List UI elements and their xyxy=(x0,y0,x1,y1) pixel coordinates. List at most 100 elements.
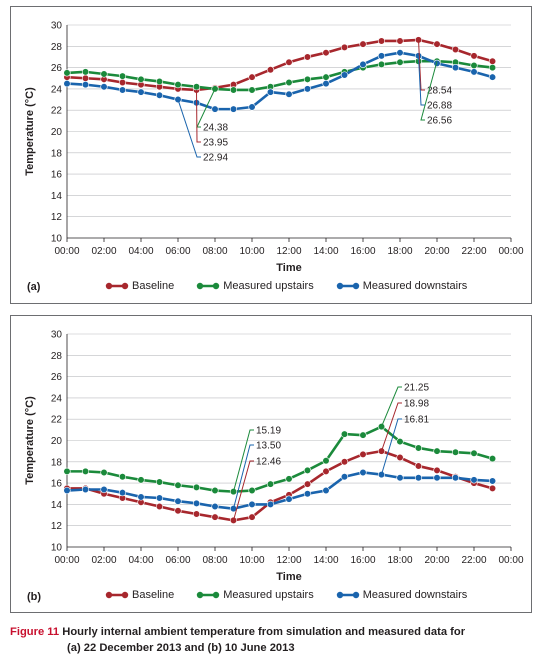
data-point xyxy=(266,88,275,96)
data-point xyxy=(433,474,441,482)
data-point xyxy=(192,83,201,91)
data-point xyxy=(303,85,312,93)
y-tick-label: 12 xyxy=(51,521,63,532)
annotation-label: 13.50 xyxy=(256,441,281,452)
x-tick-label: 04:00 xyxy=(128,555,153,566)
annotation-leader xyxy=(196,89,201,143)
x-tick-label: 00:00 xyxy=(54,246,79,257)
x-tick-label: 00:00 xyxy=(498,555,523,566)
legend-item-downstairs: Measured downstairs xyxy=(336,589,468,601)
data-point xyxy=(118,489,127,497)
data-point xyxy=(266,66,275,74)
annotation-leader xyxy=(233,460,254,521)
data-point xyxy=(359,40,367,48)
x-axis-title: Time xyxy=(276,571,301,583)
figure-label: Figure 11 xyxy=(10,626,60,638)
x-tick-label: 22:00 xyxy=(461,555,486,566)
caption-line-2: (a) 22 December 2013 and (b) 10 June 201… xyxy=(67,642,295,654)
data-point xyxy=(488,57,497,65)
legend-marker-baseline xyxy=(105,282,129,290)
y-tick-label: 14 xyxy=(51,191,63,202)
legend-item-baseline: Baseline xyxy=(105,280,174,292)
data-point xyxy=(266,480,275,488)
data-point xyxy=(174,507,182,515)
data-point xyxy=(248,500,256,508)
y-tick-label: 24 xyxy=(51,84,63,95)
y-tick-label: 30 xyxy=(51,330,63,341)
legend-item-upstairs: Measured upstairs xyxy=(196,589,314,601)
data-point xyxy=(192,483,201,491)
annotation-label: 28.54 xyxy=(427,86,452,97)
y-tick-label: 10 xyxy=(51,234,63,245)
data-point xyxy=(322,457,330,465)
data-point xyxy=(322,467,330,475)
data-point xyxy=(118,72,127,80)
data-point xyxy=(488,484,497,493)
annotation-label: 15.19 xyxy=(256,426,281,437)
annotation-label: 23.95 xyxy=(203,138,228,149)
data-point xyxy=(81,74,90,82)
legend-marker-baseline xyxy=(105,591,129,599)
x-tick-label: 02:00 xyxy=(91,246,116,257)
data-point xyxy=(248,103,256,111)
annotation-label: 12.46 xyxy=(256,457,281,468)
x-tick-label: 00:00 xyxy=(54,555,79,566)
x-tick-label: 04:00 xyxy=(128,246,153,257)
data-point xyxy=(266,500,275,508)
x-tick-label: 08:00 xyxy=(202,555,227,566)
x-axis-title: Time xyxy=(276,262,301,274)
legend-marker-downstairs xyxy=(336,282,359,290)
x-tick-label: 18:00 xyxy=(387,555,412,566)
legend-marker-upstairs xyxy=(197,591,220,599)
annotation-label: 22.94 xyxy=(203,153,228,164)
legend-label-downstairs: Measured downstairs xyxy=(362,589,468,601)
data-point xyxy=(174,497,182,505)
data-point xyxy=(248,86,256,94)
legend-marker-upstairs xyxy=(197,282,220,290)
annotation-label: 26.88 xyxy=(427,101,452,112)
x-tick-label: 10:00 xyxy=(239,555,264,566)
chart-panel-a: 10 12 14 16 18 20 22 24 26 28 30 00:00 02:00 04:00 06:… xyxy=(10,6,532,304)
annotation-leader xyxy=(381,418,402,475)
data-point xyxy=(322,79,330,88)
figure-caption: Figure 11 Hourly internal ambient temper… xyxy=(10,624,534,656)
data-point xyxy=(377,60,386,69)
data-point xyxy=(340,458,349,466)
data-point xyxy=(155,77,164,86)
data-point xyxy=(211,105,219,113)
data-point xyxy=(100,468,108,477)
data-point xyxy=(359,450,367,458)
annotation-label: 24.38 xyxy=(203,123,228,134)
annotation-leader xyxy=(233,444,254,509)
y-tick-label: 12 xyxy=(51,212,63,223)
annotation-leader xyxy=(381,386,402,427)
legend-item-baseline: Baseline xyxy=(105,589,174,601)
annotation-leader xyxy=(233,429,254,492)
data-point xyxy=(414,444,423,452)
data-point xyxy=(377,37,386,45)
data-point xyxy=(359,468,367,477)
data-point xyxy=(174,481,182,489)
data-point xyxy=(451,474,460,482)
annotation-leader xyxy=(420,61,438,121)
data-point xyxy=(81,68,90,76)
data-point xyxy=(137,493,145,501)
data-point xyxy=(396,37,404,45)
data-point xyxy=(303,53,312,61)
data-point xyxy=(155,91,164,99)
data-point xyxy=(377,52,386,60)
data-point xyxy=(303,480,312,488)
caption-line-1: Hourly internal ambient temperature from… xyxy=(62,626,466,638)
data-point xyxy=(192,499,201,507)
y-tick-label: 18 xyxy=(51,457,63,468)
data-point xyxy=(155,502,164,511)
data-point xyxy=(396,49,404,57)
data-point xyxy=(414,462,423,470)
annotation-leader xyxy=(418,55,425,106)
data-point xyxy=(377,470,386,479)
data-point xyxy=(118,86,127,94)
legend-item-downstairs: Measured downstairs xyxy=(336,280,467,292)
data-point xyxy=(414,474,423,482)
y-tick-label: 30 xyxy=(51,21,63,32)
y-axis-title: Temperature (°C) xyxy=(24,87,36,176)
